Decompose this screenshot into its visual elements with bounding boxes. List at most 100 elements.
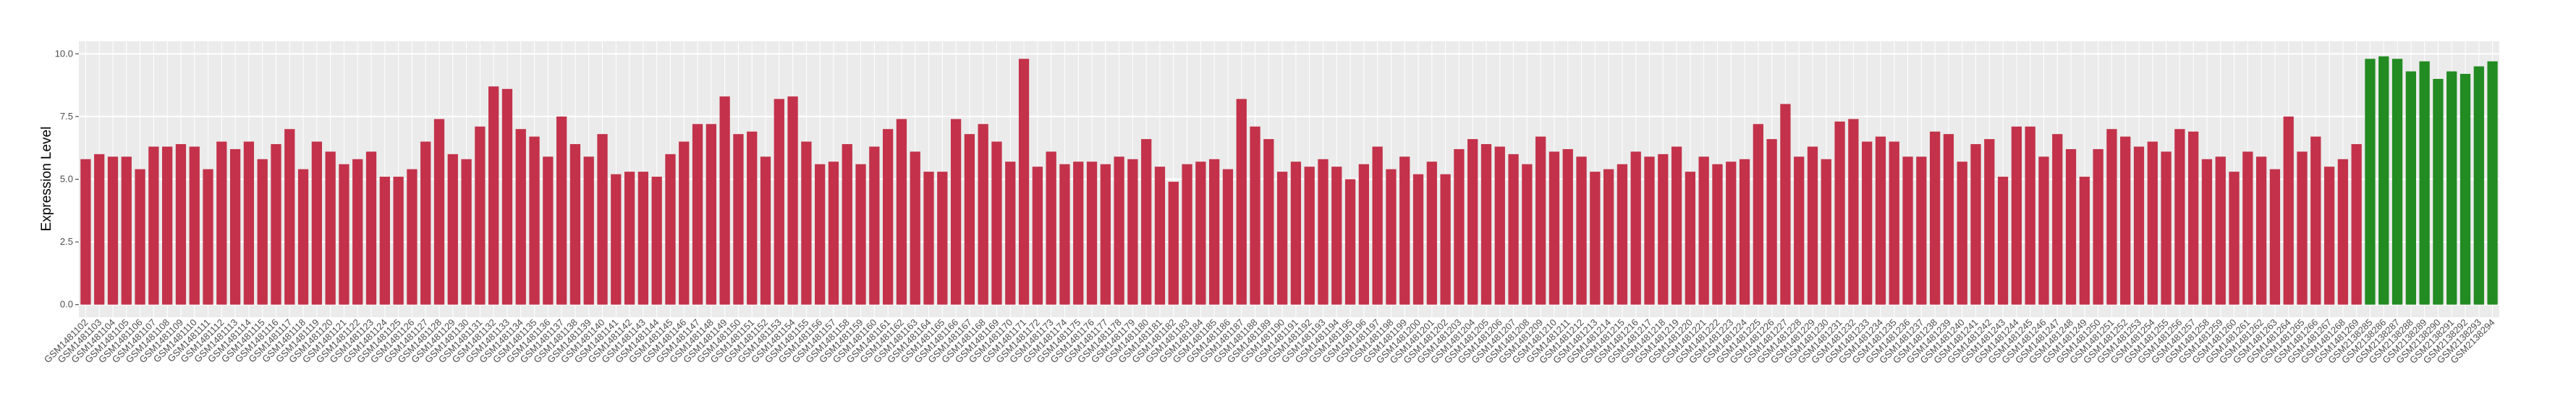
bar xyxy=(162,146,173,305)
bar xyxy=(923,172,934,305)
bar xyxy=(189,146,200,305)
bar xyxy=(1018,59,1030,305)
bar xyxy=(2188,131,2199,305)
bar xyxy=(1780,104,1791,305)
bar xyxy=(1290,161,1302,305)
bar xyxy=(2297,151,2308,305)
bar xyxy=(1046,151,1056,305)
bar xyxy=(2161,151,2172,305)
bar xyxy=(2433,78,2444,305)
bar xyxy=(365,151,377,305)
bar xyxy=(420,141,431,305)
bar xyxy=(148,146,159,305)
bar xyxy=(1168,181,1179,305)
bar xyxy=(1726,161,1737,305)
bar xyxy=(597,134,608,305)
bar xyxy=(257,159,268,305)
bar xyxy=(2065,148,2077,305)
bar xyxy=(1358,164,1369,305)
bar xyxy=(379,177,390,305)
bar xyxy=(842,144,852,305)
bar xyxy=(2310,136,2321,305)
bar xyxy=(1548,151,1560,305)
bar xyxy=(1508,154,1519,305)
bar xyxy=(229,148,241,305)
bar xyxy=(583,156,594,305)
bar xyxy=(1005,161,1016,305)
bar xyxy=(1494,146,1505,305)
bar xyxy=(2337,159,2349,305)
bar xyxy=(2283,116,2294,305)
bar xyxy=(2487,61,2498,305)
bar xyxy=(1331,167,1342,305)
bar xyxy=(1848,119,1859,305)
y-tick-label: 7.5 xyxy=(60,111,73,122)
bar xyxy=(216,141,227,305)
bar xyxy=(1209,159,1220,305)
bar xyxy=(624,172,635,305)
bar xyxy=(937,172,948,305)
bar xyxy=(1318,159,1329,305)
bar xyxy=(1222,169,1234,305)
bar xyxy=(352,159,363,305)
bar xyxy=(1916,156,1927,305)
bar xyxy=(1454,148,1465,305)
bar xyxy=(447,154,458,305)
bar xyxy=(2201,159,2213,305)
bar xyxy=(569,144,581,305)
bar xyxy=(1698,156,1709,305)
bar xyxy=(2405,71,2416,305)
bar xyxy=(2052,134,2063,305)
bar xyxy=(1794,156,1805,305)
bar xyxy=(855,164,866,305)
bar xyxy=(2365,59,2376,305)
bar xyxy=(2391,59,2403,305)
bar xyxy=(787,96,798,305)
bar xyxy=(1617,164,1628,305)
bar xyxy=(651,177,662,305)
bar xyxy=(1059,164,1070,305)
bar xyxy=(1182,164,1192,305)
bar xyxy=(950,119,962,305)
bar xyxy=(1412,174,1424,305)
bar xyxy=(325,151,336,305)
bar xyxy=(2133,146,2145,305)
bar xyxy=(2460,74,2471,305)
bar xyxy=(2419,61,2430,305)
bar xyxy=(1644,156,1655,305)
bar xyxy=(692,124,703,305)
bar xyxy=(1997,177,2009,305)
bar xyxy=(94,154,105,305)
bar xyxy=(107,156,119,305)
bar xyxy=(1658,154,1669,305)
y-tick-label: 0.0 xyxy=(60,299,73,310)
bar xyxy=(2229,172,2240,305)
bar xyxy=(896,119,907,305)
bar xyxy=(2011,126,2022,305)
y-axis-label: Expression Level xyxy=(39,127,54,232)
bar xyxy=(1467,139,1478,305)
bar xyxy=(1807,146,1818,305)
y-tick-label: 10.0 xyxy=(55,48,73,59)
bar xyxy=(747,131,758,305)
bar xyxy=(243,141,255,305)
bar xyxy=(2242,151,2253,305)
bar xyxy=(1100,164,1111,305)
bar xyxy=(1902,156,1913,305)
bar xyxy=(1344,179,1356,305)
bar xyxy=(1250,126,1261,305)
bar xyxy=(991,141,1002,305)
bar xyxy=(475,126,486,305)
bar xyxy=(2215,156,2226,305)
bar xyxy=(339,164,349,305)
bar xyxy=(679,141,690,305)
y-tick-label: 2.5 xyxy=(60,236,73,247)
bar xyxy=(2323,167,2335,305)
bar xyxy=(1236,98,1247,305)
bar xyxy=(393,177,404,305)
bar xyxy=(964,134,975,305)
bar xyxy=(1304,167,1315,305)
bar xyxy=(1372,146,1383,305)
bar xyxy=(1399,156,1410,305)
bar xyxy=(2473,66,2484,305)
